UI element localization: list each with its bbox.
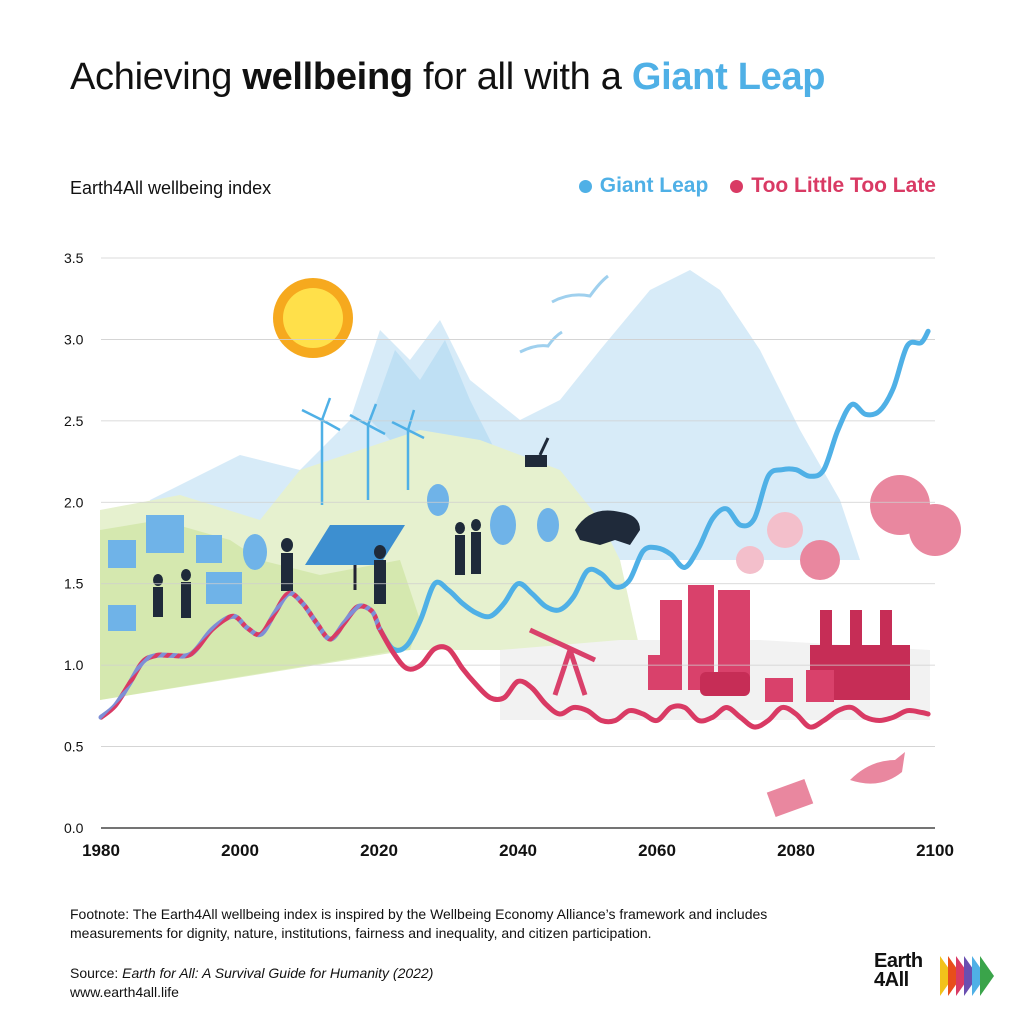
sun-icon xyxy=(273,278,353,358)
landscape-illustration xyxy=(100,270,961,818)
bird-icon xyxy=(551,274,609,304)
x-tick-label: 2080 xyxy=(777,841,815,860)
page-title: Achieving wellbeing for all with a Giant… xyxy=(70,56,826,99)
logo-line2: 4All xyxy=(874,969,909,991)
logo-text: Earth 4All xyxy=(874,950,923,991)
y-tick-label: 1.5 xyxy=(64,576,84,592)
x-tick-label: 2020 xyxy=(360,841,398,860)
legend-dot-too-little-too-late xyxy=(730,179,744,193)
source-prefix: Source: xyxy=(70,965,123,981)
x-tick-label: 1980 xyxy=(82,841,120,860)
legend-label-too-little-too-late: Too Little Too Late xyxy=(751,174,936,197)
oil-pump-icon xyxy=(528,627,597,696)
source-title: Earth for All: A Survival Guide for Huma… xyxy=(122,965,434,981)
x-tick-label: 2060 xyxy=(638,841,676,860)
y-tick-label: 1.0 xyxy=(64,657,84,673)
series-lines xyxy=(98,328,931,730)
y-axis-label: Earth4All wellbeing index xyxy=(70,178,272,198)
x-ticks: 1980 2000 2020 2040 2060 2080 2100 xyxy=(82,841,954,860)
title-middle: for all with a xyxy=(412,56,632,98)
y-tick-label: 0.5 xyxy=(64,739,84,755)
y-tick-label: 2.5 xyxy=(64,413,84,429)
x-tick-label: 2000 xyxy=(221,841,259,860)
house-icon xyxy=(108,515,242,631)
series-line-historical xyxy=(98,590,382,720)
title-bold: wellbeing xyxy=(242,56,413,98)
barrel-icon xyxy=(765,670,834,702)
y-tick-label: 3.5 xyxy=(64,250,84,266)
legend-label-giant-leap: Giant Leap xyxy=(599,174,709,197)
tree-icon xyxy=(243,484,559,570)
logo-arrows-icon xyxy=(940,956,994,996)
waste-barrel-icon xyxy=(766,778,814,818)
wind-turbine-icon xyxy=(301,397,425,505)
title-prefix: Achieving xyxy=(70,56,243,98)
fish-icon xyxy=(850,752,905,784)
bird-icon xyxy=(519,330,563,354)
earth4all-logo: Earth 4All xyxy=(874,950,1004,1002)
y-tick-label: 3.0 xyxy=(64,331,84,347)
legend: Giant Leap Too Little Too Late xyxy=(578,174,936,198)
y-ticks: 0.0 0.5 1.0 1.5 2.0 2.5 3.0 3.5 xyxy=(64,250,84,836)
logo-line1: Earth xyxy=(874,950,923,972)
footnote: Footnote: The Earth4All wellbeing index … xyxy=(70,906,768,941)
people-icon xyxy=(153,519,481,618)
y-tick-label: 0.0 xyxy=(64,820,84,836)
legend-item-too-little-too-late: Too Little Too Late xyxy=(730,174,936,198)
legend-dot-giant-leap xyxy=(578,179,592,193)
legend-item-giant-leap: Giant Leap xyxy=(578,174,709,198)
source: Source: Earth for All: A Survival Guide … xyxy=(70,964,433,1002)
smoke-icon xyxy=(736,475,961,580)
y-tick-label: 2.0 xyxy=(64,494,84,510)
bear-icon xyxy=(575,510,640,545)
car-icon xyxy=(700,672,750,696)
x-tick-label: 2040 xyxy=(499,841,537,860)
series-line-too-little-too-late xyxy=(376,625,931,730)
title-highlight: Giant Leap xyxy=(631,56,826,98)
x-tick-label: 2100 xyxy=(916,841,954,860)
source-url[interactable]: www.earth4all.life xyxy=(70,984,179,1000)
deer-icon xyxy=(525,437,550,467)
grid xyxy=(101,257,935,829)
series-line-giant-leap xyxy=(376,328,931,653)
